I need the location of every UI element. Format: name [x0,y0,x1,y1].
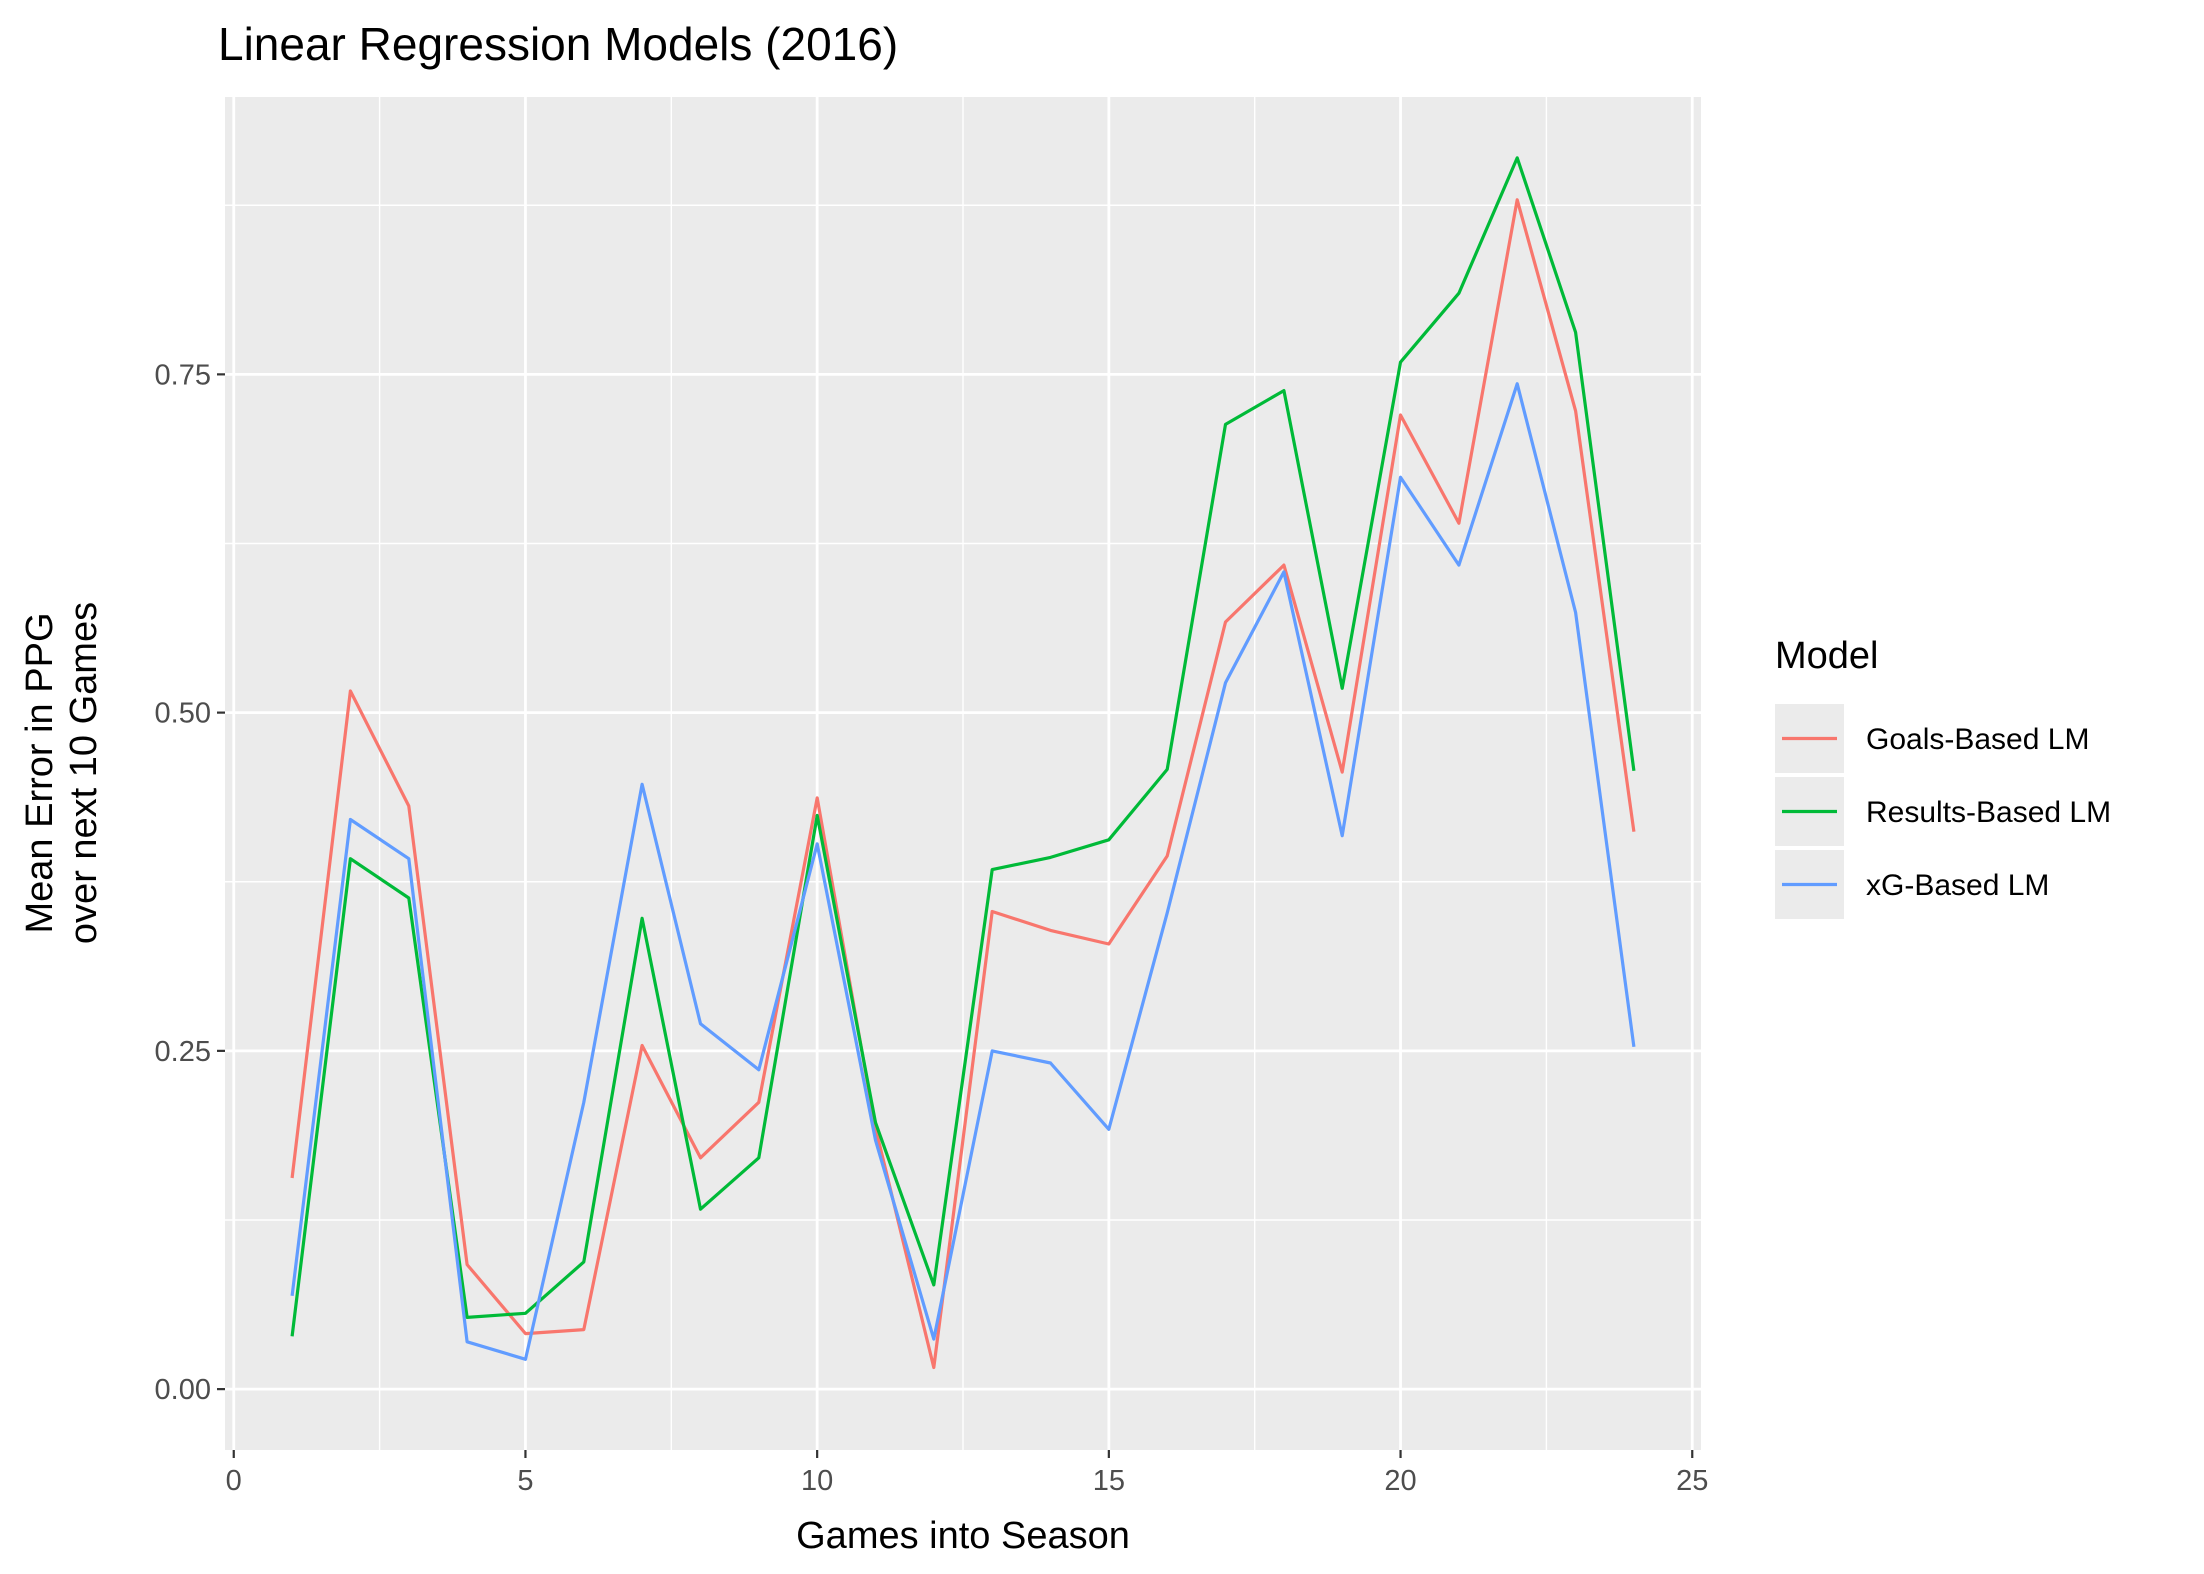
x-tick-label: 0 [226,1465,242,1497]
major-gridlines [225,97,1701,1450]
series-lines [290,156,1636,1370]
x-tick-label: 5 [517,1465,533,1497]
y-tick-label: 0.75 [155,359,211,391]
chart-title: Linear Regression Models (2016) [218,18,898,70]
legend-label: xG-Based LM [1866,869,2049,902]
x-tick-label: 25 [1676,1465,1708,1497]
series-line-xg-based-lm [290,382,1636,1361]
y-tick-label: 0.25 [155,1036,211,1068]
x-axis-ticks: 0 5 10 15 20 25 [226,1450,1708,1497]
legend-label: Goals-Based LM [1866,723,2089,756]
legend-item-goals-based-lm: Goals-Based LM [1775,704,2089,773]
x-tick-label: 10 [801,1465,833,1497]
series-line-goals-based-lm [290,198,1636,1370]
legend-title: Model [1775,635,1879,677]
legend: Model Goals-Based LM Results-Based LM xG-B… [1775,635,2111,919]
x-axis-title: Games into Season [796,1515,1130,1557]
y-tick-label: 0.50 [155,698,211,730]
legend-item-results-based-lm: Results-Based LM [1775,777,2111,846]
y-axis-title-line-2: over next 10 Games [63,602,105,944]
legend-item-xg-based-lm: xG-Based LM [1775,850,2049,919]
y-axis-ticks: 0.00 0.25 0.50 0.75 [155,359,225,1406]
legend-label: Results-Based LM [1866,796,2111,829]
y-axis-title-line-1: Mean Error in PPG [19,613,61,934]
series-line-results-based-lm [290,156,1636,1337]
x-tick-label: 20 [1384,1465,1416,1497]
x-tick-label: 15 [1093,1465,1125,1497]
y-tick-label: 0.00 [155,1374,211,1406]
minor-gridlines [225,97,1701,1450]
